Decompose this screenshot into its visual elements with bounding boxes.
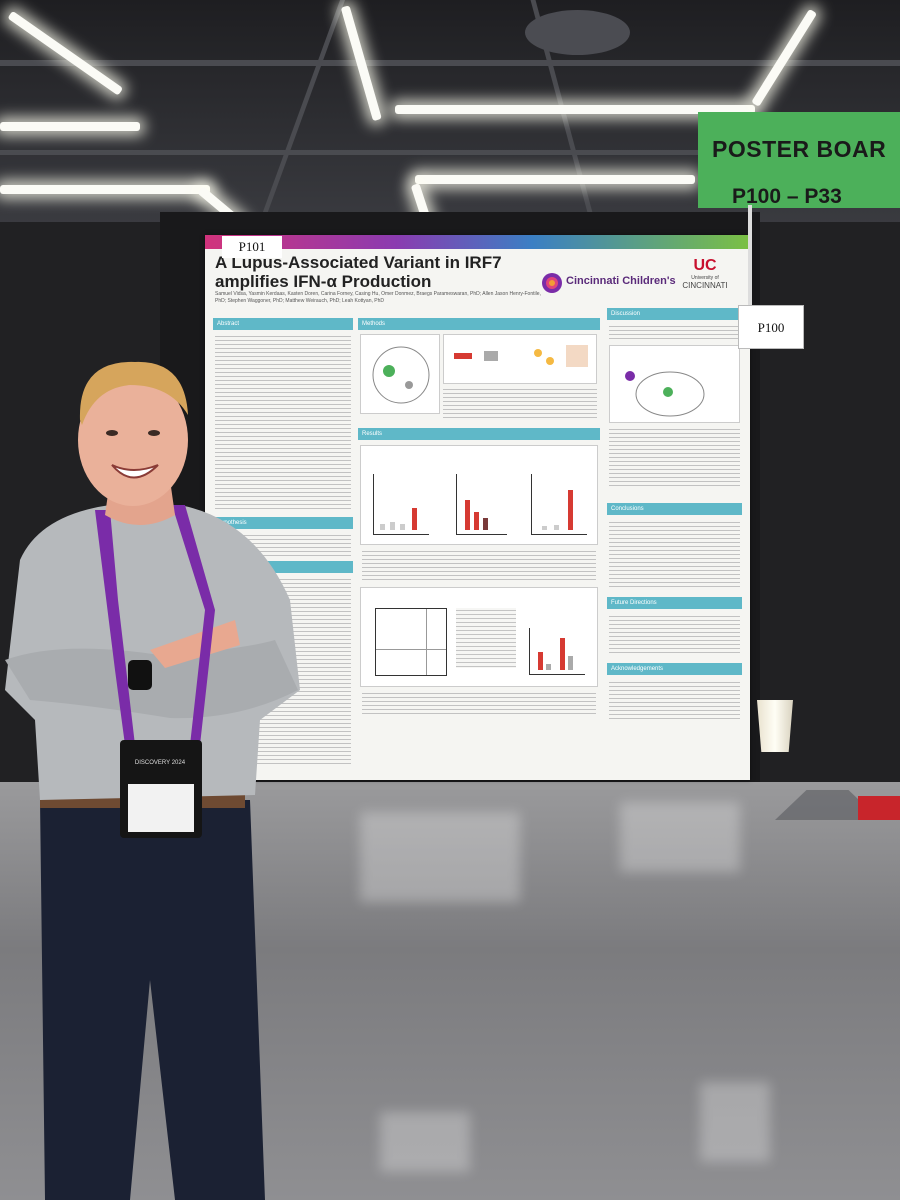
background-text (215, 577, 351, 767)
plot-line (426, 609, 427, 675)
cell-diagram-icon (372, 346, 430, 404)
bar (568, 656, 573, 670)
number-post (748, 205, 752, 305)
conclusions-text (609, 520, 740, 590)
bar-chart-b (456, 474, 507, 535)
section-background (213, 561, 353, 573)
poster-number-label: P101 (222, 236, 282, 258)
bar (542, 526, 547, 530)
results-caption-2 (362, 691, 596, 717)
gene-list (456, 608, 516, 668)
section-acknowledgements: Acknowledgements (607, 663, 742, 675)
paper-cup (757, 700, 793, 752)
bar (380, 524, 385, 530)
bar (483, 518, 488, 530)
section-discussion: Discussion (607, 308, 742, 320)
floor-reflection (700, 1082, 770, 1162)
uc-logo-bottom: CINCINNATI (682, 281, 728, 290)
ceiling-truss (0, 60, 900, 66)
bar (568, 490, 573, 530)
workflow-step (454, 353, 472, 359)
methods-figure (360, 334, 440, 414)
bar (465, 500, 470, 530)
section-results: Results (358, 428, 600, 440)
poster-color-band (205, 235, 750, 249)
section-conclusions: Conclusions (607, 503, 742, 515)
methods-caption (443, 387, 597, 419)
hypothesis-text (215, 533, 351, 557)
name-badge: DISCOVERY 2024 (120, 740, 202, 838)
ceiling-truss (259, 0, 346, 220)
bar (560, 638, 565, 670)
results-caption-1 (362, 549, 596, 581)
research-poster: A Lupus-Associated Variant in IRF7 ampli… (205, 235, 750, 780)
floor (0, 782, 900, 1200)
ceiling-light (751, 8, 818, 107)
ceiling-truss (0, 150, 900, 155)
childrens-logo-text: Cincinnati Children's (566, 275, 676, 287)
acknowledgements-text (609, 680, 740, 720)
ceiling-vent (525, 10, 630, 55)
bar (412, 508, 417, 530)
results-figure-1 (360, 445, 598, 545)
discussion-text (609, 324, 740, 342)
floor-reflection (380, 1112, 470, 1172)
bar (546, 664, 551, 670)
cincinnati-childrens-logo: Cincinnati Children's (540, 267, 676, 297)
abstract-text (215, 334, 351, 512)
floor-reflection (360, 812, 520, 902)
bar-chart-d (529, 628, 585, 675)
section-abstract: Abstract (213, 318, 353, 330)
bar (554, 525, 559, 530)
ceiling-light (395, 105, 755, 114)
sign-title: POSTER BOAR (712, 136, 887, 162)
pathway-diagram-icon (625, 371, 705, 417)
ceiling-light (7, 10, 124, 96)
bar-chart-c (531, 474, 587, 535)
workflow-step (484, 351, 498, 361)
section-hypothesis: Hypothesis (213, 517, 353, 529)
section-methods: Methods (358, 318, 600, 330)
workflow-step (566, 345, 588, 367)
poster-board-sign: POSTER BOAR P100 – P33 (698, 112, 900, 208)
methods-workflow (443, 334, 597, 384)
plot-line (376, 649, 446, 650)
badge-header: DISCOVERY 2024 (134, 760, 186, 766)
bar (400, 524, 405, 530)
bar (390, 522, 395, 530)
badge-card (128, 784, 194, 832)
bar (474, 512, 479, 530)
poster-title: A Lupus-Associated Variant in IRF7 ampli… (215, 253, 502, 291)
uc-monogram-icon: UC (693, 257, 717, 274)
university-cincinnati-logo: UC University of CINCINNATI (665, 257, 745, 297)
bar-chart-a (373, 474, 429, 535)
scatter-plot (375, 608, 447, 676)
results-figure-2 (360, 587, 598, 687)
section-future-directions: Future Directions (607, 597, 742, 609)
ceiling-light (415, 175, 695, 184)
sign-range: P100 – P33 (732, 185, 842, 208)
red-carpet (858, 796, 900, 820)
ceiling-light (0, 122, 140, 131)
childrens-logo-icon (542, 273, 562, 293)
workflow-step (546, 357, 554, 365)
neighbor-poster-number: P100 (738, 305, 804, 349)
ceiling-light (0, 185, 210, 194)
workflow-step (534, 349, 542, 357)
discussion-figure (609, 345, 740, 423)
bar (538, 652, 543, 670)
uc-logo-top: University of (691, 275, 719, 281)
poster-authors: Samuel Vidsa, Yasmin Kerdaas, Kasten Dor… (215, 291, 541, 304)
discussion-bullets (609, 427, 740, 487)
future-text (609, 614, 740, 654)
floor-reflection (620, 802, 740, 872)
